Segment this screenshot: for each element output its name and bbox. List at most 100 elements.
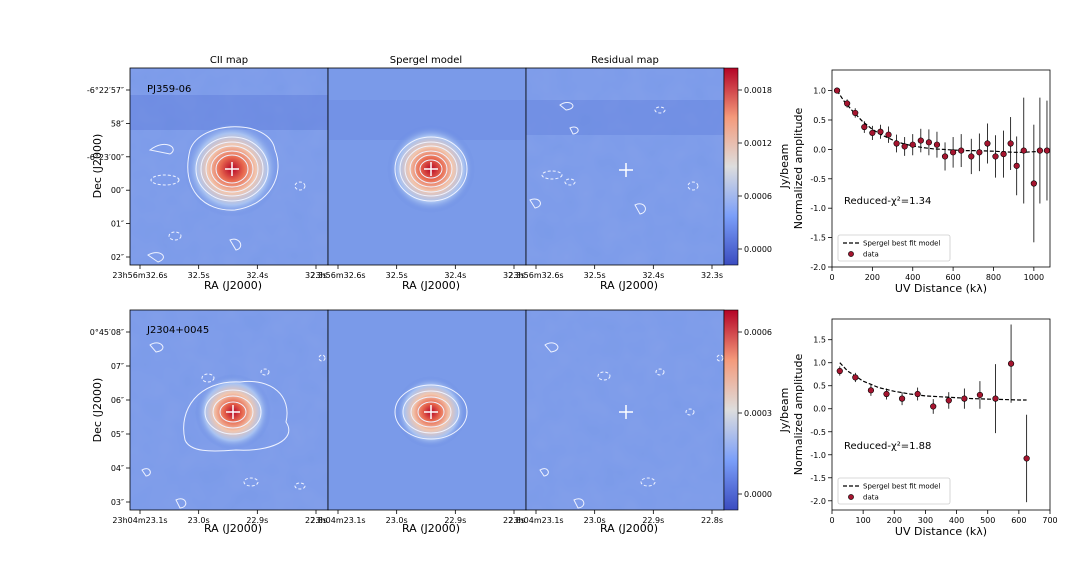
colorbar-tick-label: 0.0000 (744, 490, 772, 499)
dec-tick-label: -6°23′00″ (87, 153, 124, 162)
source-marker (424, 162, 438, 176)
dec-tick-label: 03″ (111, 498, 124, 507)
data-point (930, 403, 937, 410)
ra-tick-label: 22.8s (503, 516, 525, 525)
data-point (976, 149, 983, 156)
ra-tick-label: 23h04m23.1s (112, 516, 167, 525)
source-marker (424, 405, 438, 419)
data-point (925, 139, 932, 146)
data-point (1020, 147, 1027, 154)
data-point (909, 141, 916, 148)
data-point (893, 140, 900, 147)
ra-tick-label: 32.4s (444, 271, 466, 280)
dec-ticks: 0°45′08″ 07″ 06″ 05″ 04″ 03″ (90, 328, 130, 507)
model-line (839, 362, 1027, 401)
ra-tick-label: 23.0s (188, 516, 210, 525)
dec-tick-label: 05″ (111, 430, 124, 439)
x-tick-label: 200 (865, 273, 880, 282)
legend-entry: Spergel best fit model (863, 240, 940, 248)
spergel-model-panel (327, 309, 527, 511)
ra-tick-label: 32.4s (246, 271, 268, 280)
ra-tick-label: 23.0s (386, 516, 408, 525)
column-title-model: Spergel model (390, 55, 462, 66)
legend (837, 477, 951, 505)
y-tick-label: 1.0 (813, 87, 826, 96)
column-title-residual: Residual map (591, 55, 659, 66)
y-tick-label: -2.0 (810, 497, 826, 506)
ra-axis-label: RA (J2000) (402, 522, 460, 535)
ra-axis-label: RA (J2000) (204, 522, 262, 535)
ra-tick-label: 23h56m32.6s (310, 271, 365, 280)
ra-tick-label: 22.8s (701, 516, 723, 525)
colorbar-tick-label: 0.0018 (744, 86, 772, 95)
data-point (984, 140, 991, 147)
x-tick-label: 100 (856, 516, 871, 525)
ra-tick-label: 22.9s (642, 516, 664, 525)
data-point (968, 153, 975, 160)
ra-tick-label: 23h04m23.1s (508, 516, 563, 525)
legend-entry: Spergel best fit model (863, 483, 940, 491)
y-axis-label: Normalized amplitude (792, 354, 805, 476)
ra-tick-label: 22.9s (246, 516, 268, 525)
data-point (958, 147, 965, 154)
column-title-cii: CII map (210, 55, 248, 66)
ra-tick-label: 23h56m32.6s (112, 271, 167, 280)
data-point (1007, 140, 1014, 147)
y-tick-label: 0.0 (813, 145, 826, 154)
y-tick-label: 1.5 (813, 336, 826, 345)
data-point (976, 391, 984, 399)
legend-entry: data (863, 494, 879, 502)
data-point (917, 137, 924, 144)
data-point (1013, 162, 1020, 169)
ra-axis-label: RA (J2000) (600, 522, 658, 535)
source-name: J2304+0045 (146, 325, 209, 336)
row-top: CII map Spergel model Residual map (87, 55, 791, 292)
y-tick-label: -1.5 (810, 474, 826, 483)
ra-tick-label: 23h04m23.1s (310, 516, 365, 525)
data-point (945, 397, 952, 404)
dec-tick-label: 04″ (111, 464, 124, 473)
reduced-chi2-annotation: Reduced-χ²=1.88 (844, 441, 931, 452)
dec-tick-label: 07″ (111, 362, 124, 371)
colorbar-tick-label: 0.0000 (744, 245, 772, 254)
residual-map-panel (525, 67, 725, 266)
cii-map-panel: J2304+0045 (129, 309, 329, 511)
source-marker (226, 405, 240, 419)
y-tick-label: -0.5 (810, 428, 826, 437)
spergel-model-panel (327, 67, 527, 266)
colorbar-tick-label: 0.0006 (744, 328, 772, 337)
source-marker (619, 163, 633, 177)
data-point (852, 374, 859, 381)
legend-data-swatch (848, 494, 854, 500)
x-tick-label: 0 (829, 516, 834, 525)
x-tick-label: 400 (949, 516, 964, 525)
colorbar-tick-label: 0.0003 (744, 409, 772, 418)
data-point (869, 129, 876, 137)
y-tick-label: 0.0 (813, 405, 826, 414)
ra-tick-label: 32.3s (503, 271, 525, 280)
ra-tick-label: 32.4s (642, 271, 664, 280)
x-tick-label: 300 (918, 516, 933, 525)
row-bottom: J2304+0045 (90, 309, 791, 535)
source-marker (619, 405, 633, 419)
x-tick-label: 700 (1042, 516, 1057, 525)
colorbar-bottom: 0.0006 0.0003 0.0000 Jy/beam (723, 309, 791, 511)
dec-ticks: -6°22′57″ 58″ -6°23′00″ 00″ 01″ 02″ (87, 86, 130, 262)
data-point (961, 395, 968, 402)
dec-tick-label: 01″ (111, 220, 124, 229)
dec-axis-label: Dec (J2000) (91, 378, 104, 443)
ra-axis-label: RA (J2000) (600, 279, 658, 292)
data-point (992, 153, 999, 160)
data-point (877, 128, 884, 135)
legend-entry: data (863, 251, 879, 259)
data-point (852, 109, 859, 117)
data-point (836, 367, 843, 375)
x-tick-label: 1000 (1024, 273, 1044, 282)
data-point (914, 390, 921, 398)
y-tick-label: 0.5 (813, 116, 826, 125)
ra-tick-label: 32.3s (701, 271, 723, 280)
dec-tick-label: 58″ (111, 119, 124, 128)
data-point (941, 153, 949, 160)
